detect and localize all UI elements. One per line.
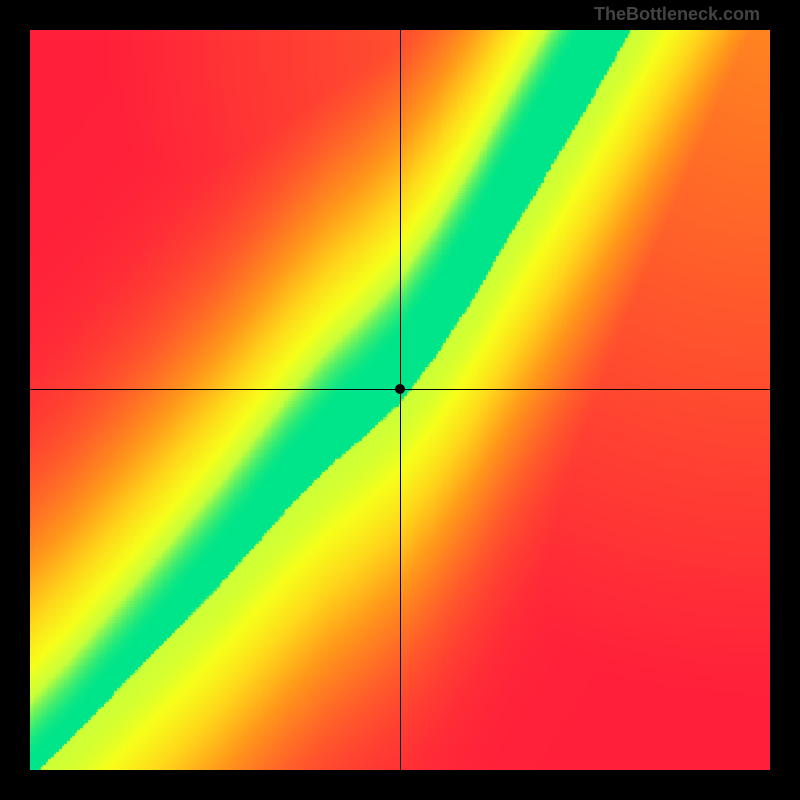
crosshair-vertical: [400, 30, 401, 770]
crosshair-marker: [395, 384, 405, 394]
watermark-text: TheBottleneck.com: [594, 4, 760, 25]
heatmap-plot: [30, 30, 770, 770]
